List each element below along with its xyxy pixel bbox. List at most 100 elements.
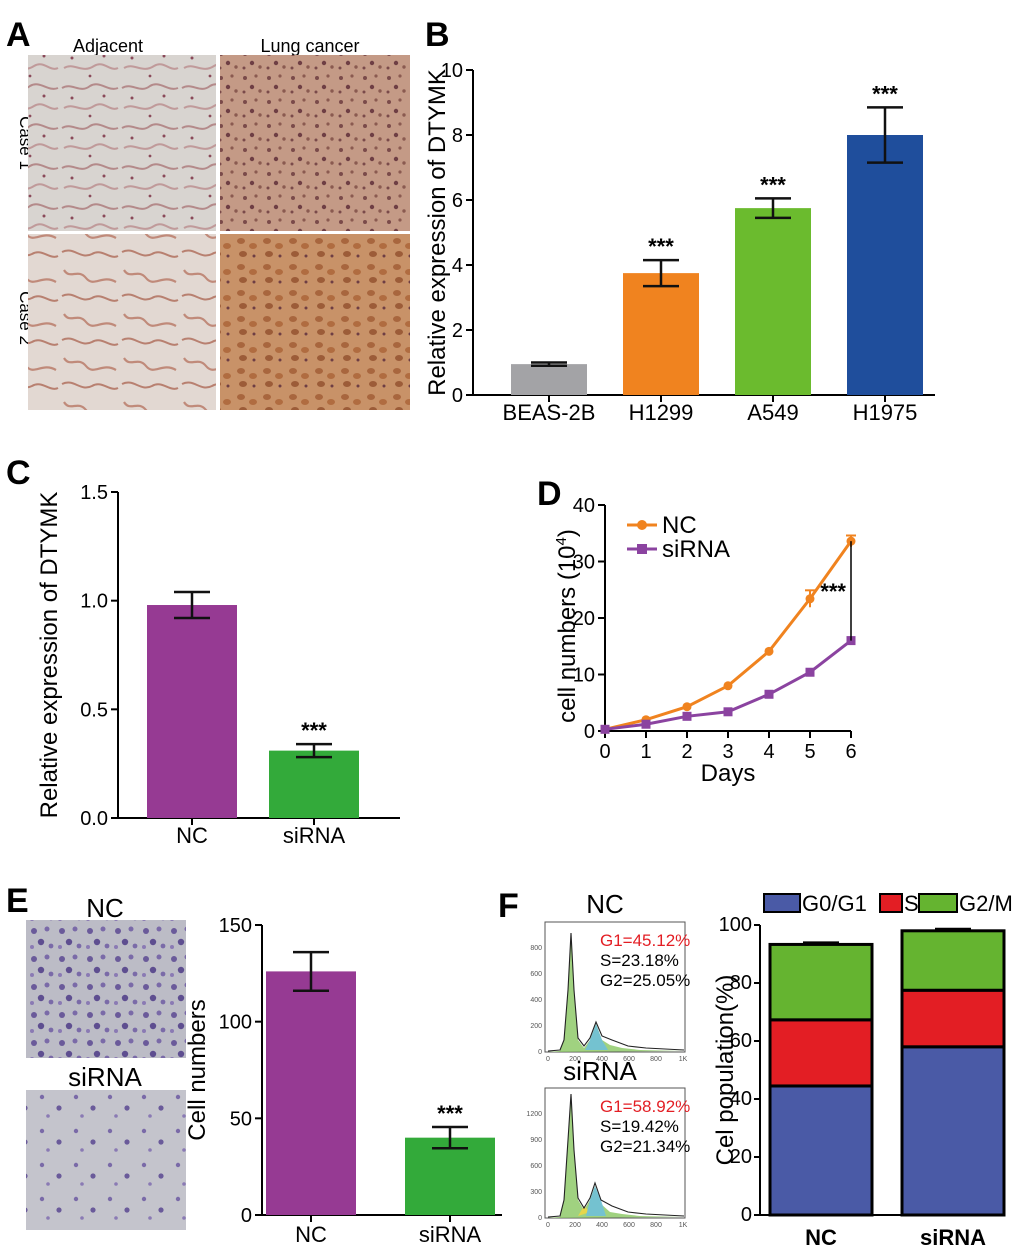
- D-legend-label-NC: NC: [662, 512, 697, 539]
- E-category-label: NC: [295, 1222, 327, 1247]
- F-ytick-label: 0: [741, 1204, 752, 1226]
- F-legend-label-S: S: [904, 891, 919, 916]
- panel-c-label: C: [6, 454, 31, 492]
- E-ytick-label: 50: [230, 1108, 252, 1130]
- hist-ytick-label: 800: [530, 945, 542, 952]
- hist-ytick-label: 600: [530, 1163, 542, 1170]
- hist-xtick-label: 400: [596, 1222, 608, 1229]
- B-significance: ***: [872, 81, 898, 106]
- B-bar-BEAS-2B: [511, 364, 587, 395]
- F-legend-swatch-G2/M: [918, 893, 958, 913]
- e-image-label-sirna: siRNA: [68, 1062, 142, 1092]
- D-point-siRNA: [805, 667, 815, 677]
- D-legend-marker-NC: [637, 520, 647, 530]
- C-bar-NC: [147, 605, 237, 818]
- C-ytick-label: 0.5: [80, 699, 108, 721]
- D-point-siRNA: [600, 724, 610, 734]
- D-point-NC: [805, 594, 815, 604]
- D-legend-marker-siRNA: [637, 544, 647, 554]
- B-category-label: H1299: [629, 400, 694, 425]
- hist-ytick-label: 900: [530, 1137, 542, 1144]
- F-ytick-label: 60: [730, 1030, 752, 1052]
- hist-sirna-g2: G2=21.34%: [600, 1137, 690, 1156]
- hist-xtick-label: 400: [596, 1056, 608, 1063]
- hist-ytick-label: 0: [538, 1215, 542, 1222]
- hist-xtick-label: 200: [569, 1222, 581, 1229]
- F-legend-swatch-G0/G1: [763, 893, 801, 913]
- E-category-label: siRNA: [419, 1222, 482, 1247]
- B-ytick-label: 0: [452, 385, 463, 407]
- E-ytick-label: 100: [219, 1012, 252, 1034]
- hist-ytick-label: 1200: [526, 1111, 542, 1118]
- E-bar-NC: [266, 971, 356, 1215]
- flow-histogram-sirna: siRNA G1=58.92% S=19.42% G2=21.34%: [544, 1056, 690, 1219]
- D-legend-label-siRNA: siRNA: [662, 536, 730, 563]
- C-bar-siRNA: [269, 750, 359, 818]
- B-significance: ***: [648, 234, 674, 259]
- D-point-siRNA: [723, 707, 733, 717]
- D-line-NC: [604, 540, 853, 731]
- D-y-axis-label: cell numbers (104): [553, 529, 581, 723]
- B-category-label: H1975: [853, 400, 918, 425]
- B-ytick-label: 4: [452, 255, 463, 277]
- panel-f-label: F: [498, 887, 519, 925]
- hist-xtick-label: 800: [650, 1056, 662, 1063]
- col-header-adjacent: Adjacent: [73, 36, 143, 56]
- B-ytick-label: 6: [452, 190, 463, 212]
- image-adjacent-case1: [28, 55, 216, 231]
- F-legend-swatch-S: [879, 893, 903, 913]
- C-ytick-label: 1.5: [80, 482, 108, 504]
- F-y-axis-label: Cel population(%): [712, 975, 739, 1166]
- D-ytick-label: 10: [573, 665, 595, 687]
- transwell-image-nc: [26, 920, 186, 1058]
- B-category-label: A549: [747, 400, 798, 425]
- D-xtick-label: 4: [763, 741, 774, 763]
- panel-d-label: D: [537, 475, 562, 513]
- D-x-axis-label: Days: [701, 760, 756, 787]
- C-category-label: NC: [176, 823, 208, 848]
- hist-xtick-label: 200: [569, 1056, 581, 1063]
- B-category-label: BEAS-2B: [503, 400, 596, 425]
- D-xtick-label: 6: [845, 741, 856, 763]
- image-cancer-case2: [220, 234, 410, 410]
- D-point-siRNA: [641, 719, 651, 729]
- F-category-label: siRNA: [920, 1225, 986, 1250]
- B-y-axis-label: Relative expression of DTYMK: [424, 69, 451, 396]
- B-ytick-label: 10: [441, 60, 463, 82]
- F-ytick-label: 80: [730, 972, 752, 994]
- E-ytick-label: 0: [241, 1205, 252, 1227]
- E-y-axis-label: Cell numbers: [184, 999, 211, 1140]
- hist-xtick-label: 600: [623, 1056, 635, 1063]
- D-ytick-label: 40: [573, 495, 595, 517]
- image-adjacent-case2: [28, 234, 216, 410]
- F-segment-S-NC: [768, 1018, 874, 1088]
- C-ytick-label: 1.0: [80, 591, 108, 613]
- D-point-NC: [764, 646, 774, 656]
- hist-xtick-label: 800: [650, 1222, 662, 1229]
- hist-sirna-s: S=19.42%: [600, 1117, 679, 1136]
- D-ytick-label: 20: [573, 608, 595, 630]
- F-segment-G0/G1-NC: [768, 1084, 874, 1217]
- hist-xtick-label: 600: [623, 1222, 635, 1229]
- C-ytick-label: 0.0: [80, 808, 108, 830]
- D-point-siRNA: [682, 711, 692, 721]
- hist-xtick-label: 1K: [679, 1222, 688, 1229]
- panel-a-label: A: [6, 16, 31, 54]
- F-segment-S-siRNA: [900, 988, 1006, 1049]
- D-xtick-label: 2: [681, 741, 692, 763]
- F-segment-G2/M-siRNA: [900, 929, 1006, 992]
- hist-ytick-label: 0: [538, 1049, 542, 1056]
- flow-histogram-nc: NC G1=45.12% S=23.18% G2=25.05%: [544, 889, 690, 1053]
- B-bar-A549: [735, 208, 811, 395]
- image-cancer-case1: [220, 55, 410, 231]
- hist-ytick-label: 300: [530, 1189, 542, 1196]
- hist-ytick-label: 600: [530, 971, 542, 978]
- F-segment-G0/G1-siRNA: [900, 1045, 1006, 1217]
- D-ytick-label: 0: [584, 721, 595, 743]
- C-category-label: siRNA: [283, 823, 346, 848]
- col-header-lung-cancer: Lung cancer: [260, 36, 359, 56]
- D-ytick-label: 30: [573, 552, 595, 574]
- B-bar-H1975: [847, 135, 923, 395]
- D-point-siRNA: [764, 689, 774, 699]
- hist-xtick-label: 0: [546, 1056, 550, 1063]
